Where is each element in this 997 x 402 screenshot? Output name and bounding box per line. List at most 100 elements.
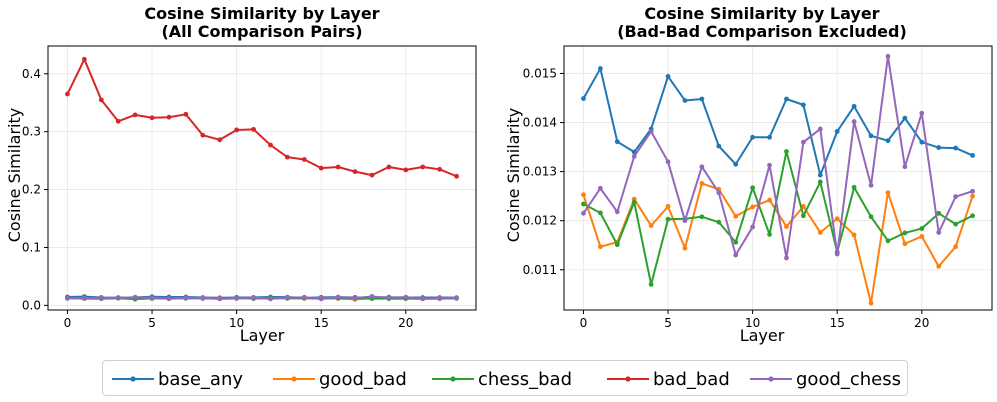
data-point (631, 199, 637, 205)
data-point (716, 190, 722, 196)
legend-label: bad_bad (653, 369, 730, 390)
data-point (597, 66, 603, 71)
chart-subtitle: (Bad-Bad Comparison Excluded) (617, 22, 907, 41)
data-point (284, 295, 290, 300)
x-tick-label: 20 (914, 316, 929, 330)
data-point (115, 118, 121, 124)
series-base-any (581, 66, 975, 178)
data-point (902, 164, 908, 170)
legend-label: good_bad (319, 369, 407, 390)
data-point (953, 145, 959, 151)
data-point (284, 154, 290, 160)
series-line (67, 295, 457, 300)
x-tick-label: 15 (314, 316, 329, 330)
chart-subtitle: (All Comparison Pairs) (161, 22, 362, 41)
data-point (166, 114, 172, 120)
series-line (66, 58, 457, 178)
data-point (936, 145, 942, 150)
legend-item-good-bad: good_bad (273, 369, 407, 390)
legend-label: base_any (158, 369, 243, 390)
data-point (420, 296, 426, 301)
data-point (919, 233, 925, 239)
data-point (352, 295, 358, 301)
data-point (234, 127, 240, 133)
data-point (318, 165, 324, 171)
data-point (301, 294, 307, 300)
data-point (784, 96, 789, 102)
data-point (217, 137, 223, 143)
data-point (665, 159, 671, 165)
data-point (386, 164, 392, 170)
data-point (115, 295, 121, 301)
data-point (784, 224, 789, 229)
series-chess-bad (581, 149, 975, 287)
data-point (699, 96, 705, 102)
y-tick-label: 0.011 (523, 263, 557, 277)
data-point (919, 226, 925, 231)
data-point (767, 197, 772, 203)
y-axis-label: Cosine Similarity (504, 108, 523, 242)
data-point (750, 185, 756, 191)
data-point (65, 91, 70, 97)
data-point (581, 96, 586, 101)
data-point (699, 214, 705, 220)
data-point (631, 154, 637, 159)
x-tick-label: 10 (745, 316, 760, 330)
data-point (851, 232, 857, 238)
data-point (183, 295, 189, 301)
data-point (834, 128, 840, 134)
data-point (183, 111, 189, 117)
data-point (953, 221, 959, 227)
data-point (581, 192, 586, 198)
y-tick-label: 0.4 (22, 67, 41, 81)
data-point (132, 294, 138, 300)
data-point (936, 230, 942, 235)
data-point (648, 223, 654, 228)
y-axis-label: Cosine Similarity (5, 108, 24, 242)
data-point (868, 133, 874, 139)
data-point (268, 142, 273, 148)
y-tick-label: 0.1 (22, 240, 41, 254)
legend-item-chess-bad: chess_bad (432, 369, 572, 390)
data-point (251, 295, 256, 301)
data-point (851, 119, 857, 124)
data-point (682, 218, 688, 224)
data-point (750, 224, 756, 230)
data-point (868, 300, 874, 306)
data-point (437, 166, 443, 172)
data-point (699, 180, 705, 186)
data-point (454, 173, 459, 179)
data-point (784, 149, 789, 154)
series-line (582, 55, 973, 259)
data-point (970, 213, 975, 219)
series-good-chess (65, 294, 459, 302)
data-point (132, 112, 138, 118)
series-good-chess (581, 53, 975, 261)
data-point (767, 232, 772, 237)
data-point (834, 251, 840, 257)
data-point (166, 296, 172, 301)
data-point (581, 201, 586, 207)
data-point (817, 230, 823, 235)
x-tick-label: 10 (229, 316, 244, 330)
data-point (217, 296, 223, 302)
data-point (301, 157, 307, 162)
data-point (369, 172, 375, 178)
y-tick-label: 0.015 (523, 66, 557, 80)
data-point (970, 188, 975, 194)
data-point (750, 204, 756, 210)
data-point (970, 193, 975, 199)
data-point (817, 126, 823, 132)
data-point (885, 53, 891, 59)
data-point (665, 74, 671, 79)
data-point (851, 184, 857, 190)
data-point (851, 103, 857, 109)
plot-area: 0 5 10 15 20 0.011 0.012 0.013 0.014 0.015 (523, 45, 993, 330)
data-point (682, 245, 688, 251)
data-point (149, 295, 155, 301)
series-good-bad (581, 180, 975, 306)
data-point (581, 210, 586, 216)
data-point (251, 126, 256, 132)
data-point (597, 244, 603, 250)
data-point (81, 295, 87, 301)
